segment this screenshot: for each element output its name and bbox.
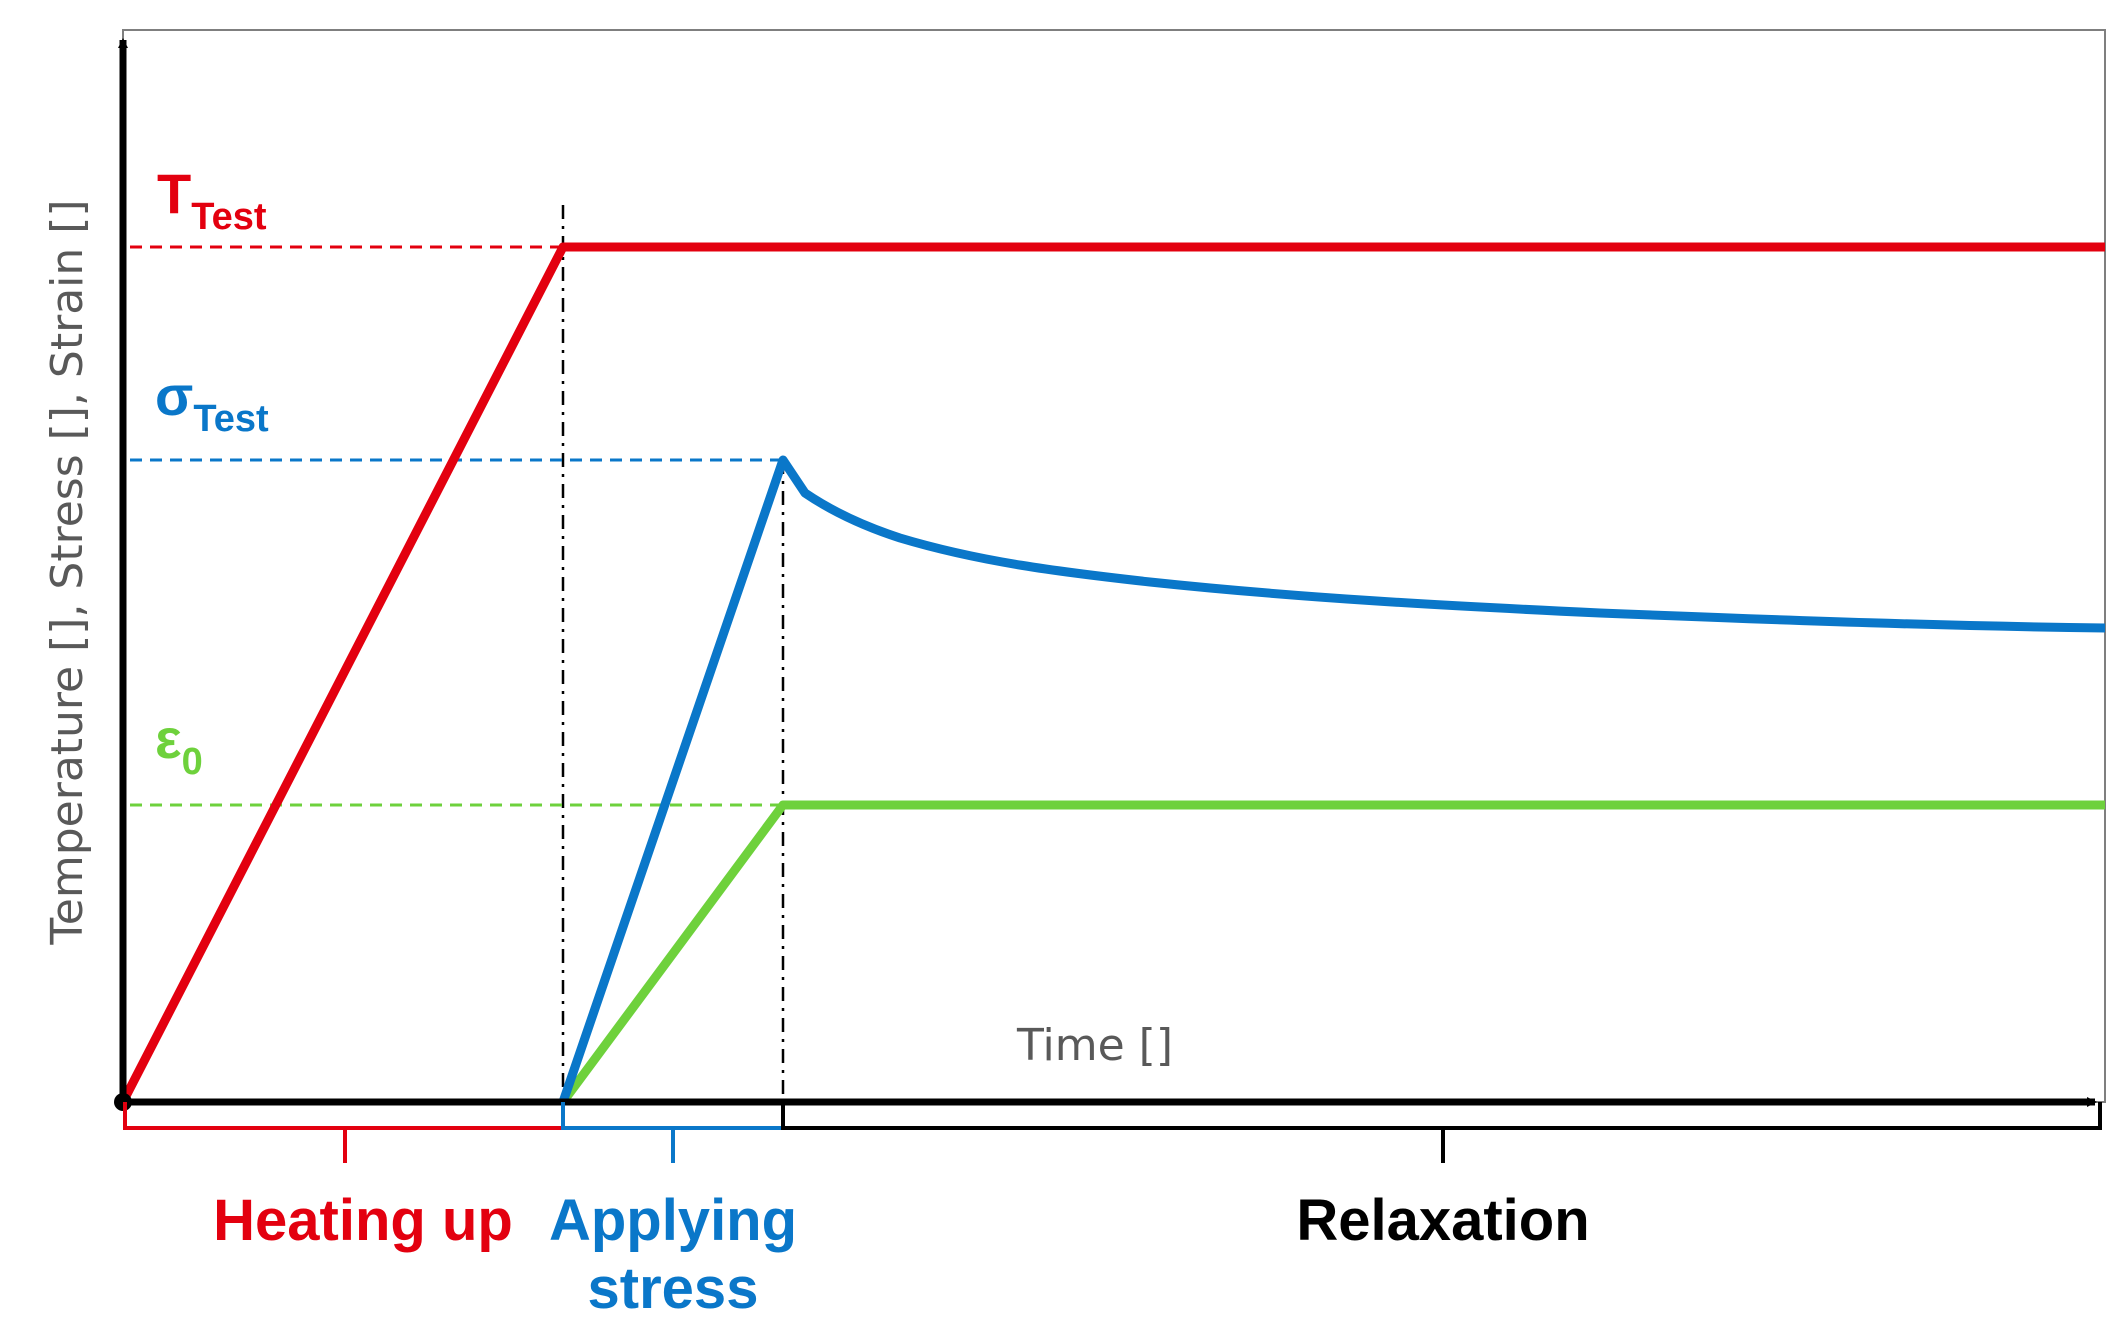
y-axis-title: Temperature [], Stress [], Strain []: [42, 199, 93, 945]
heating-phase-label: Heating up: [213, 1188, 513, 1253]
applying-phase-label-line1: Applying: [549, 1188, 797, 1253]
temperature-curve: [118, 242, 2105, 1105]
applying-phase-label-line2: stress: [588, 1256, 759, 1321]
plot-frame: [122, 29, 2106, 1103]
strain-curve: [559, 800, 2105, 1105]
x-axis-title: Time []: [1016, 1020, 1173, 1071]
heating-bracket: [123, 1102, 565, 1163]
stress-level-label: σTest: [155, 364, 269, 440]
strain-level-label: ε0: [155, 707, 203, 783]
stress-curve: [558, 455, 2106, 1104]
relaxation-phase-label: Relaxation: [1296, 1188, 1589, 1253]
relaxation-bracket: [781, 1102, 2102, 1163]
temperature-level-label: TTest: [157, 162, 267, 238]
applying-bracket: [561, 1102, 785, 1163]
